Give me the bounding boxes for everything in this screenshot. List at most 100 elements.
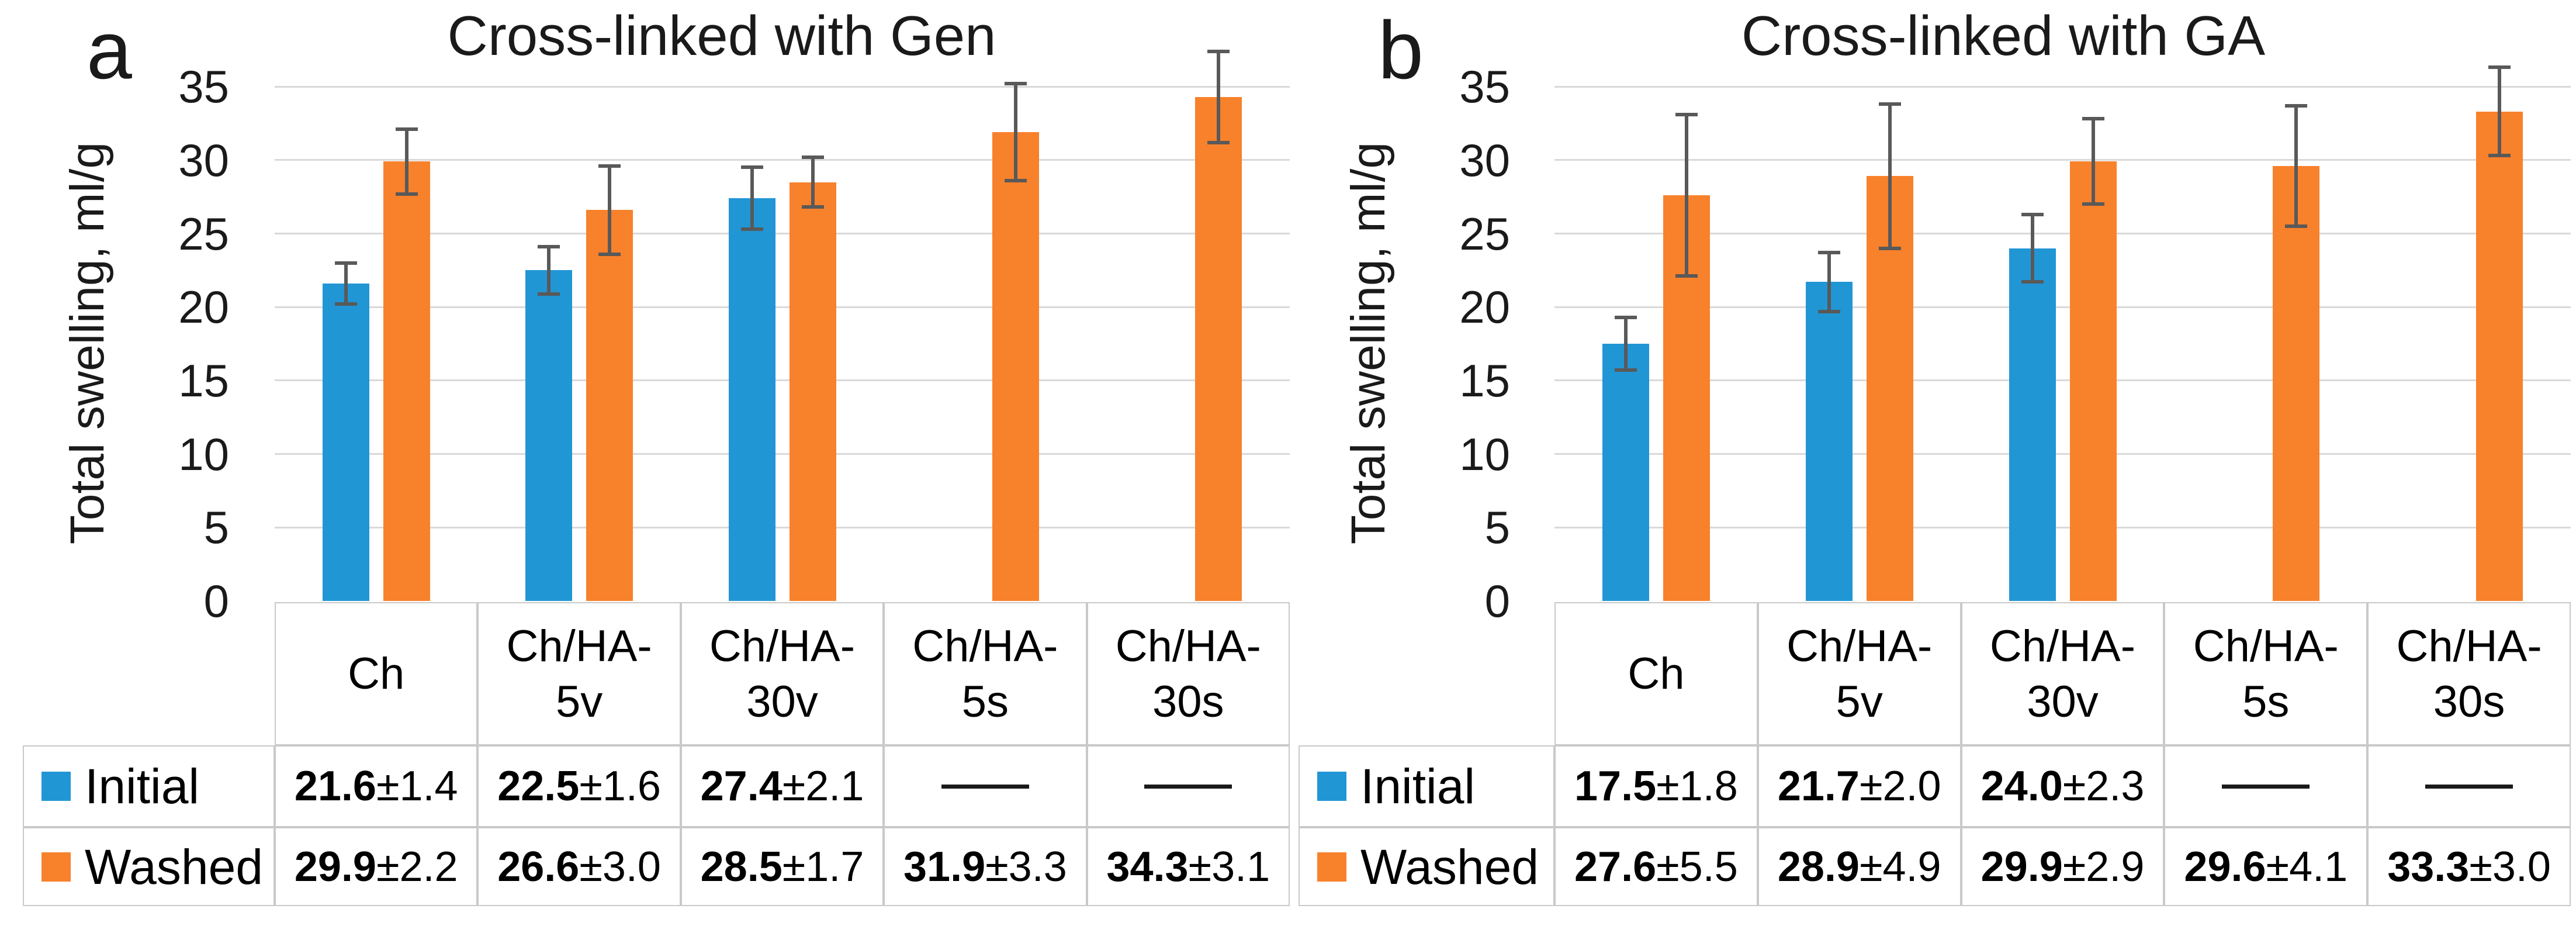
error-bar-cap: [1004, 82, 1027, 86]
value-mean: 31.9: [903, 843, 986, 890]
bar-washed: [2069, 161, 2117, 601]
error-bar-cap: [1614, 368, 1637, 372]
gridline: [1554, 306, 2571, 308]
gridline: [1554, 379, 2571, 382]
error-bar: [1684, 114, 1688, 277]
error-bar: [811, 157, 815, 208]
category-label: Ch/HA- 30v: [1989, 621, 2136, 727]
empty-value-dash: [1144, 784, 1232, 789]
gridline: [275, 379, 1290, 382]
value-cell: 31.9 ±3.3: [884, 827, 1087, 906]
y-tick-label: 25: [1459, 208, 1510, 260]
error-bar-cap: [1207, 140, 1230, 144]
value-error: ±4.9: [1859, 843, 1941, 890]
error-bar-cap: [740, 165, 763, 170]
value-mean: 29.9: [294, 843, 376, 890]
value-error: ±1.4: [376, 763, 458, 810]
gridline: [1554, 85, 2571, 88]
legend-item-initial: Initial: [23, 745, 275, 827]
value-mean: 29.9: [1981, 843, 2063, 890]
value-cell: 17.5 ±1.8: [1554, 745, 1758, 827]
legend-label: Initial: [85, 759, 200, 814]
value-error: ±3.0: [579, 843, 661, 890]
value-mean: 34.3: [1106, 843, 1189, 890]
value-mean: 17.5: [1574, 763, 1657, 810]
legend-item-washed: Washed: [23, 827, 275, 906]
error-bar-cap: [2285, 103, 2308, 108]
error-bar-cap: [2285, 224, 2308, 228]
value-mean: 27.6: [1574, 843, 1657, 890]
legend-label: Washed: [1360, 839, 1539, 894]
empty-value-dash: [2222, 784, 2310, 789]
category-cell: Ch/HA- 5v: [477, 602, 681, 745]
y-tick-label: 35: [1459, 61, 1510, 113]
value-mean: 21.7: [1777, 763, 1860, 810]
y-axis-label: Total swelling, ml/g: [61, 141, 114, 545]
value-cell: 29.9 ±2.9: [1961, 827, 2165, 906]
value-error: ±3.3: [985, 843, 1067, 890]
error-bar-cap: [1614, 315, 1637, 319]
value-cell: 27.6 ±5.5: [1554, 827, 1758, 906]
category-cell: Ch: [1554, 602, 1758, 745]
bar-initial: [525, 270, 573, 601]
bar-washed: [586, 210, 633, 601]
error-bar-cap: [538, 245, 560, 249]
y-tick-label: 10: [178, 428, 229, 480]
y-tick-label: 5: [203, 502, 229, 554]
error-bar-cap: [1207, 49, 1230, 53]
y-tick-label: 20: [1459, 281, 1510, 333]
y-tick-label: 10: [1459, 428, 1510, 480]
error-bar-cap: [801, 205, 824, 209]
category-cell: Ch/HA- 30v: [1961, 602, 2165, 745]
gridline: [275, 526, 1290, 528]
y-tick-label: 0: [1484, 575, 1510, 627]
value-mean: 28.9: [1777, 843, 1860, 890]
value-mean: 22.5: [497, 763, 580, 810]
category-cell: Ch/HA- 30v: [680, 602, 884, 745]
bar-washed: [992, 132, 1039, 601]
category-cell: Ch/HA- 5s: [884, 602, 1087, 745]
bar-initial: [728, 198, 775, 601]
bar-initial: [2009, 248, 2056, 601]
value-mean: 27.4: [700, 763, 783, 810]
error-bar-cap: [1878, 246, 1901, 250]
error-bar-cap: [2021, 212, 2044, 216]
error-bar: [404, 129, 408, 194]
error-bar-cap: [2082, 202, 2104, 206]
error-bar-cap: [2488, 154, 2511, 158]
y-tick-label: 15: [1459, 354, 1510, 406]
value-cell: 27.4 ±2.1: [680, 745, 884, 827]
value-error: ±1.8: [1656, 763, 1738, 810]
error-bar: [1888, 104, 1892, 248]
error-bar: [1013, 84, 1017, 181]
error-bar-cap: [2021, 280, 2044, 284]
gridline: [275, 85, 1290, 88]
value-error: ±2.3: [2062, 763, 2145, 810]
error-bar-cap: [598, 252, 621, 256]
error-bar: [2030, 214, 2034, 282]
category-label: Ch/HA- 30s: [1115, 621, 1261, 727]
bar-washed: [2273, 165, 2320, 601]
empty-value-dash: [2425, 784, 2513, 789]
gridline: [1554, 233, 2571, 234]
value-cell: 22.5 ±1.6: [477, 745, 681, 827]
error-bar: [1623, 317, 1628, 371]
legend-label: Initial: [1360, 759, 1476, 814]
gridline: [275, 233, 1290, 234]
value-mean: 21.6: [294, 763, 376, 810]
y-tick-label: 0: [203, 575, 229, 627]
bar-washed: [1195, 96, 1242, 601]
value-cell: [2164, 745, 2368, 827]
error-bar-cap: [395, 127, 418, 131]
value-cell: 29.9 ±2.2: [275, 827, 478, 906]
error-bar-cap: [740, 227, 763, 231]
value-mean: 29.6: [2184, 843, 2266, 890]
category-cell: Ch/HA- 5s: [2164, 602, 2368, 745]
error-bar-cap: [1004, 178, 1027, 182]
value-cell: 33.3 ±3.0: [2367, 827, 2571, 906]
bar-washed: [789, 182, 836, 601]
value-error: ±2.9: [2062, 843, 2145, 890]
value-error: ±3.1: [1188, 843, 1270, 890]
error-bar: [2294, 105, 2298, 226]
error-bar-cap: [1675, 274, 1698, 278]
